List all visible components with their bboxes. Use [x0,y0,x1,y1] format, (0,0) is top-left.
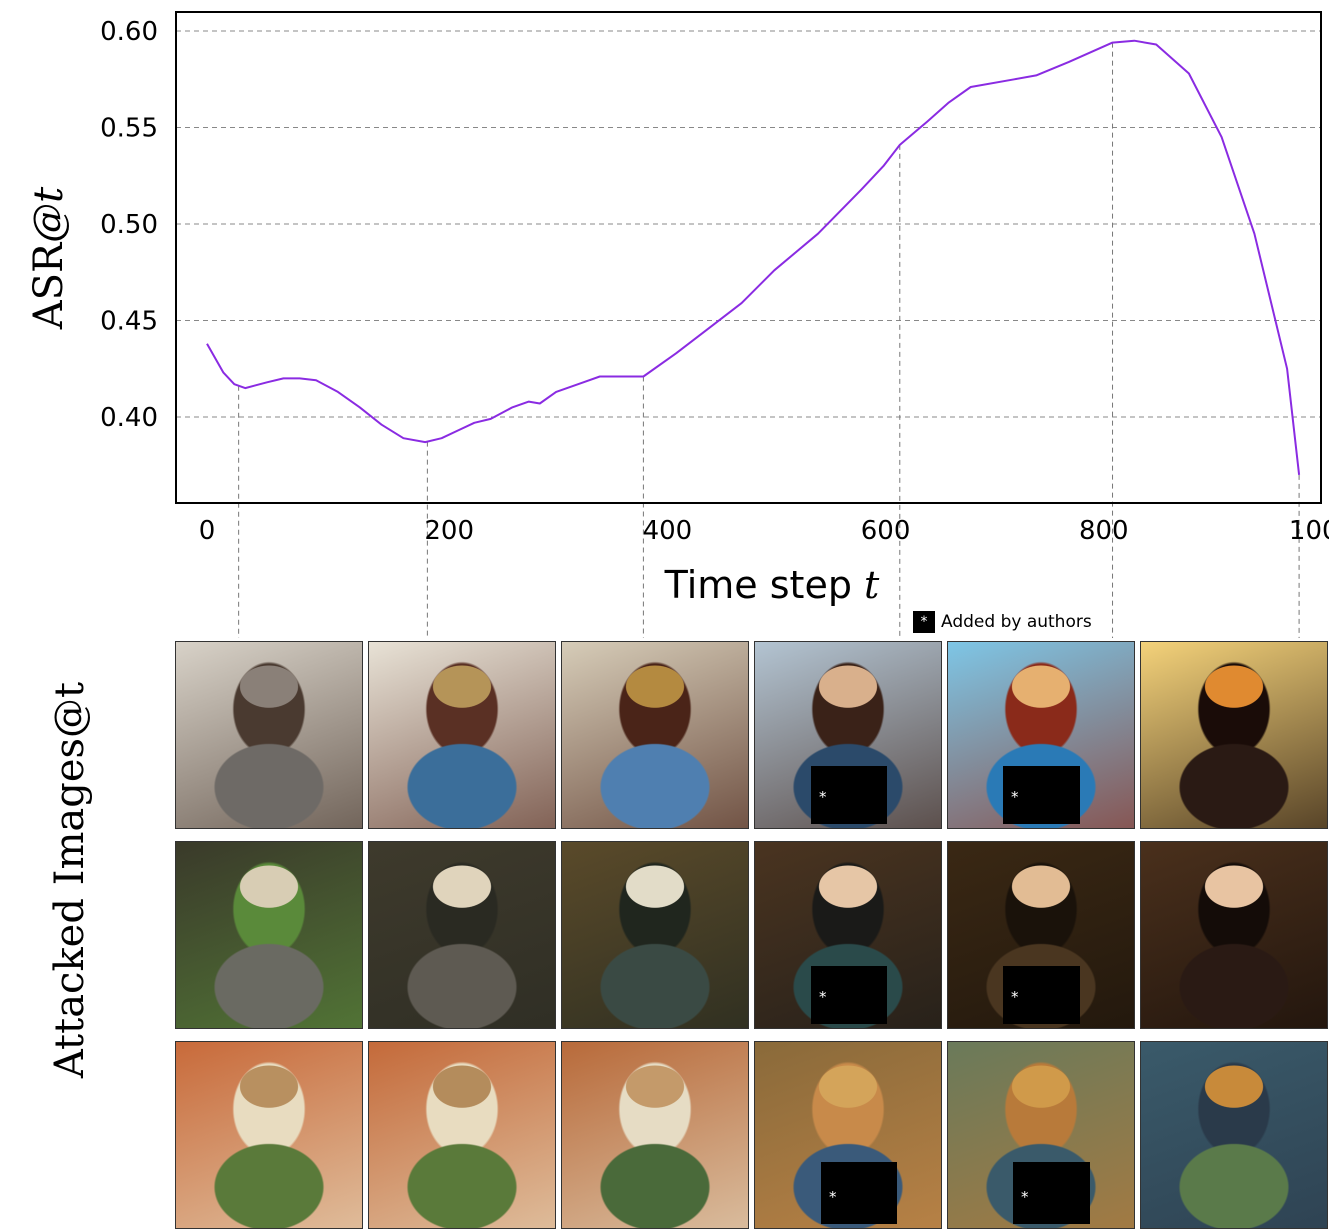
asr-line-chart: 0.40 0.45 0.50 0.55 0.60 0 200 400 600 800 1000 T… [26,11,1329,638]
attacked-image [561,841,749,1029]
censor-marker: * [1021,1188,1029,1206]
x-tick-label: 1000 [1289,516,1329,546]
y-tick-label: 0.45 [100,307,158,337]
attacked-image: * [754,1041,942,1229]
attacked-image [175,841,363,1029]
y-tick-label: 0.50 [100,210,158,240]
attacked-image [175,1041,363,1229]
attacked-image [368,641,556,829]
censor-marker: * [819,788,827,806]
x-axis-label: Time step t [664,563,880,607]
attacked-image [1140,641,1328,829]
guide-lines [238,42,1300,638]
asr-series-line [206,39,1301,476]
censor-marker: * [819,988,827,1006]
attacked-image [561,641,749,829]
x-tick-label: 800 [1079,516,1129,546]
attacked-image: * [947,1041,1135,1229]
y-axis-label-suffix: @t [26,186,72,243]
plot-frame [175,11,1322,504]
y-axis-label: ASR@t [26,186,72,330]
attacked-image: * [947,641,1135,829]
attacked-image [561,1041,749,1229]
attacked-image [1140,1041,1328,1229]
series-line-layer [206,39,1301,476]
censor-box: * [811,766,887,824]
x-tick-labels: 0 200 400 600 800 1000 [199,516,1329,546]
images-side-label: Attacked Images@t [47,681,93,1079]
y-tick-label: 0.55 [100,114,158,144]
legend-marker: * [913,611,935,633]
x-axis-label-text: Time step [664,563,864,607]
censor-box: * [821,1162,897,1224]
y-tick-label: 0.60 [100,17,158,47]
censor-marker: * [1011,788,1019,806]
attacked-image: * [947,841,1135,1029]
attacked-image [368,841,556,1029]
x-axis-label-var: t [864,563,880,607]
y-tick-label: 0.40 [100,403,158,433]
censor-box: * [1003,966,1080,1024]
censor-box: * [1013,1162,1090,1224]
y-tick-labels: 0.40 0.45 0.50 0.55 0.60 [100,17,158,433]
censor-marker: * [1011,988,1019,1006]
x-tick-label: 400 [643,516,693,546]
legend: * Added by authors [913,610,1092,634]
x-tick-label: 600 [861,516,911,546]
attacked-image: * [754,641,942,829]
attacked-image: * [754,841,942,1029]
attacked-image [1140,841,1328,1029]
x-tick-label: 200 [424,516,474,546]
censor-marker: * [829,1188,837,1206]
attacked-image [368,1041,556,1229]
censor-box: * [811,966,887,1024]
gridlines [176,30,1321,418]
x-tick-label: 0 [199,516,216,546]
legend-text: Added by authors [941,612,1092,632]
attacked-image [175,641,363,829]
censor-box: * [1003,766,1080,824]
y-axis-label-text: ASR [26,241,72,330]
